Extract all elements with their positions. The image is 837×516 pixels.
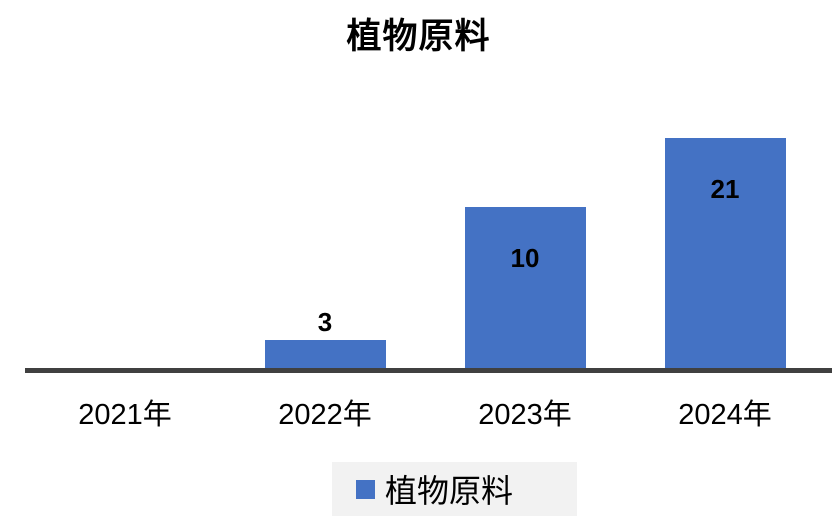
x-axis-label-2021: 2021年 xyxy=(78,399,172,431)
legend-swatch-icon xyxy=(356,479,375,499)
plot-area: 3 10 21 xyxy=(25,0,825,368)
bar-value-label-2022: 3 xyxy=(317,307,333,337)
bar-slot-2022: 3 xyxy=(225,0,425,368)
x-axis-labels: 2021年 2022年 2023年 2024年 xyxy=(25,391,825,433)
bar-slot-2023: 10 xyxy=(425,0,625,368)
bar-slot-2024: 21 xyxy=(625,0,825,368)
bar-value-label-2023: 10 xyxy=(510,243,540,273)
x-axis-label-2022: 2022年 xyxy=(278,399,372,431)
legend-label: 植物原料 xyxy=(385,472,514,510)
legend: 植物原料 xyxy=(332,462,577,516)
bar-2022 xyxy=(264,340,386,368)
x-axis-line xyxy=(25,368,832,373)
x-axis-label-2023: 2023年 xyxy=(478,399,572,431)
bar-value-label-2024: 21 xyxy=(710,174,740,204)
bar-2024: 21 xyxy=(664,138,786,368)
bar-slot-2021 xyxy=(25,0,225,368)
x-axis-label-2024: 2024年 xyxy=(678,399,772,431)
chart-title: 植物原料 xyxy=(346,16,491,57)
bar-2023: 10 xyxy=(464,207,586,368)
